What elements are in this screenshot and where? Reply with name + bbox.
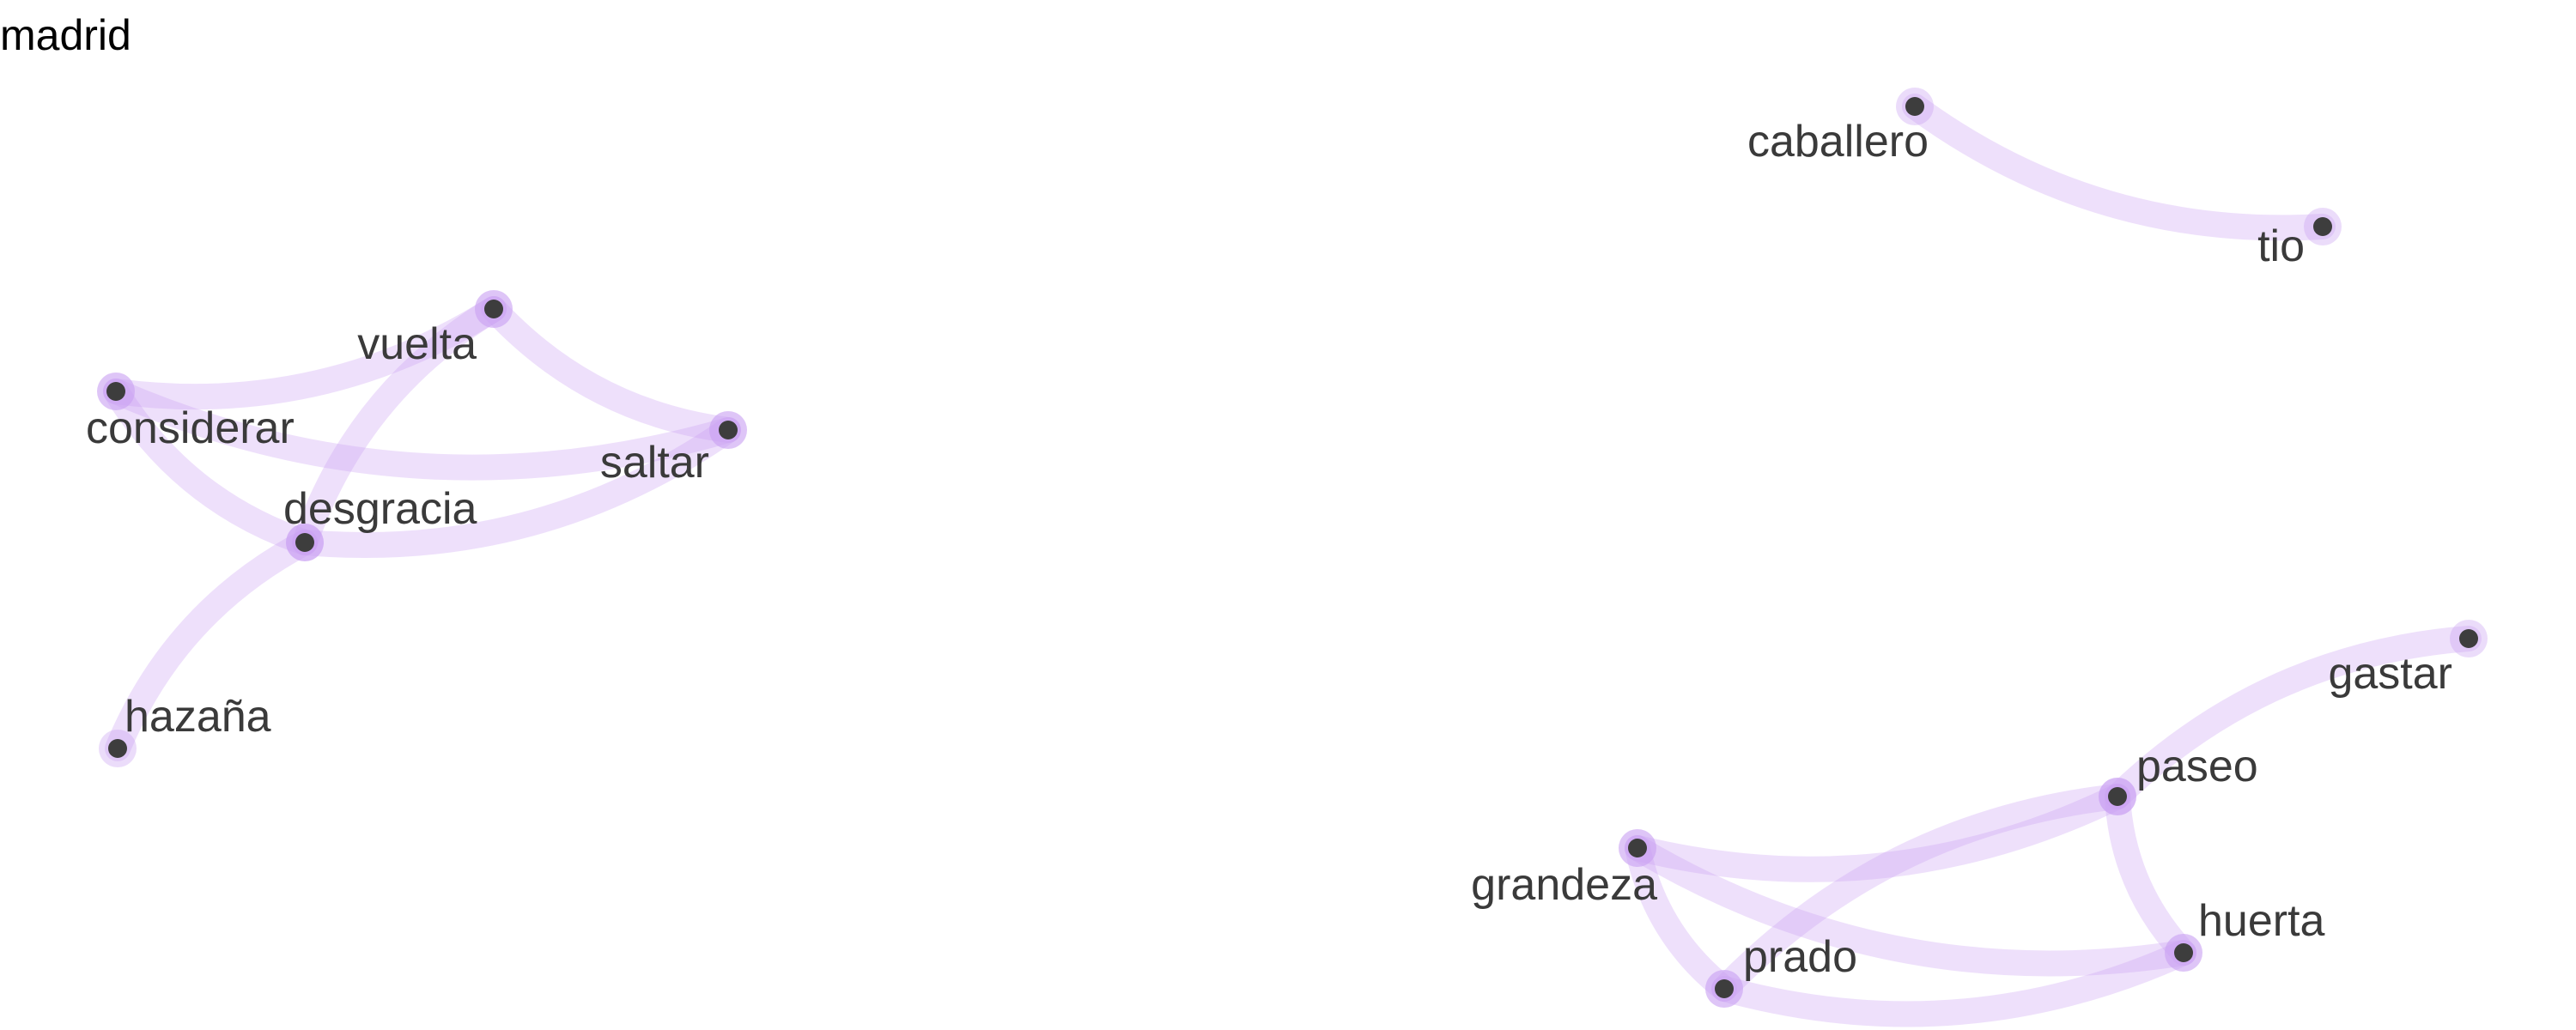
node-hazana bbox=[108, 739, 127, 758]
edge-paseo-huerta bbox=[2105, 784, 2196, 966]
node-label-vuelta: vuelta bbox=[357, 319, 477, 369]
node-label-caballero: caballero bbox=[1747, 117, 1929, 167]
node-paseo bbox=[2108, 787, 2127, 806]
node-caballero bbox=[1905, 97, 1924, 116]
node-label-saltar: saltar bbox=[600, 438, 709, 488]
edge-considerar-desgracia bbox=[103, 379, 318, 555]
node-label-hazana: hazaña bbox=[125, 692, 271, 742]
node-gastar bbox=[2459, 629, 2478, 648]
node-label-prado: prado bbox=[1743, 932, 1857, 982]
node-label-considerar: considerar bbox=[86, 403, 295, 453]
node-considerar bbox=[106, 382, 125, 401]
node-label-gastar: gastar bbox=[2328, 649, 2452, 699]
edge-paseo-prado bbox=[1711, 784, 2130, 1002]
node-huerta bbox=[2174, 943, 2193, 962]
node-label-huerta: huerta bbox=[2198, 896, 2325, 946]
node-desgracia bbox=[295, 533, 314, 552]
edge-desgracia-saltar bbox=[292, 417, 741, 559]
node-vuelta bbox=[484, 300, 503, 318]
labels-layer: caballero tio vuelta considerar saltar desgra… bbox=[86, 117, 2452, 982]
node-grandeza bbox=[1628, 839, 1647, 857]
edge-caballero-tio bbox=[1902, 94, 2336, 241]
nodes-layer bbox=[106, 97, 2478, 998]
edge-considerar-saltar bbox=[103, 379, 741, 481]
page-title: madrid bbox=[0, 11, 131, 59]
edge-vuelta-desgracia bbox=[292, 296, 507, 555]
node-prado bbox=[1715, 979, 1734, 998]
node-label-grandeza: grandeza bbox=[1471, 860, 1657, 910]
node-label-paseo: paseo bbox=[2136, 742, 2258, 791]
edge-grandeza-huerta bbox=[1625, 835, 2196, 977]
node-label-desgracia: desgracia bbox=[283, 484, 477, 534]
edge-prado-huerta bbox=[1711, 940, 2196, 1027]
edge-considerar-vuelta bbox=[103, 296, 507, 410]
node-saltar bbox=[719, 421, 738, 439]
node-label-tio: tio bbox=[2257, 221, 2305, 271]
edge-grandeza-paseo bbox=[1625, 784, 2130, 882]
edge-grandeza-prado bbox=[1625, 835, 1737, 1002]
edge-desgracia-hazana bbox=[105, 530, 318, 761]
edge-gastar-paseo bbox=[2105, 626, 2482, 809]
edge-vuelta-saltar bbox=[481, 296, 741, 443]
node-tio bbox=[2313, 217, 2332, 236]
edges-layer bbox=[103, 94, 2482, 1027]
